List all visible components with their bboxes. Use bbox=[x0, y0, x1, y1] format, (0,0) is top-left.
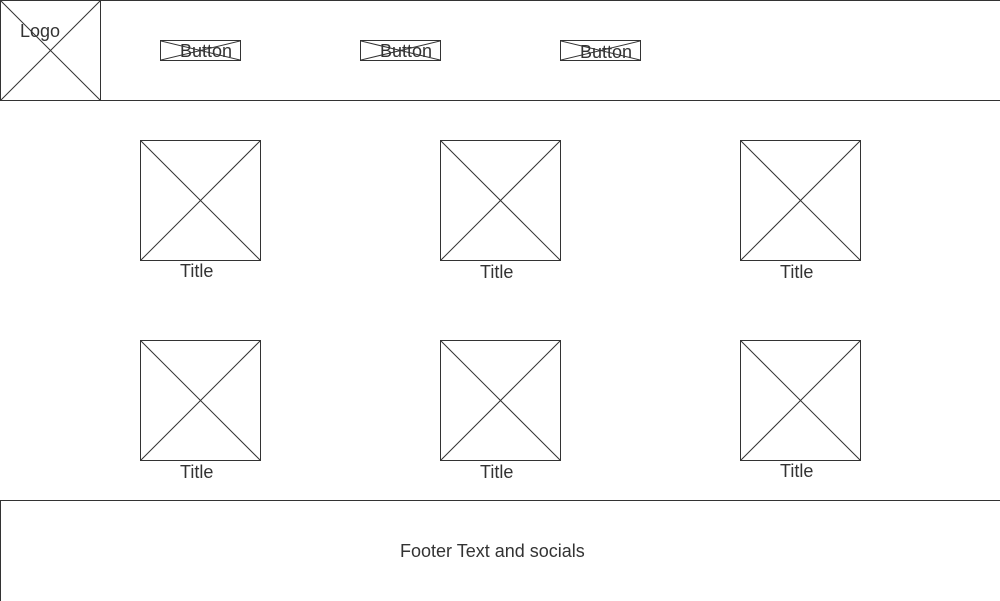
button-placeholder-icon bbox=[161, 41, 240, 60]
image-placeholder-icon bbox=[141, 141, 260, 260]
nav-button-1[interactable]: Button bbox=[160, 40, 241, 61]
nav-button-label: Button bbox=[380, 41, 433, 61]
header-bar bbox=[0, 0, 1000, 101]
nav-button-label: Button bbox=[180, 41, 233, 61]
button-placeholder-icon bbox=[561, 41, 640, 60]
nav-button-2[interactable]: Button bbox=[360, 40, 441, 61]
image-placeholder-icon bbox=[741, 141, 860, 260]
button-placeholder-icon bbox=[361, 41, 440, 60]
image-placeholder-icon bbox=[141, 341, 260, 460]
card-image-6[interactable] bbox=[740, 340, 861, 461]
footer-text: Footer Text and socials bbox=[400, 541, 585, 561]
image-placeholder-icon bbox=[441, 341, 560, 460]
card-title-5: Title bbox=[480, 462, 514, 482]
card-image-5[interactable] bbox=[440, 340, 561, 461]
card-image-4[interactable] bbox=[140, 340, 261, 461]
card-title-4: Title bbox=[180, 462, 214, 482]
image-placeholder-icon bbox=[741, 341, 860, 460]
card-image-3[interactable] bbox=[740, 140, 861, 261]
logo-label: Logo bbox=[20, 21, 61, 41]
nav-button-3[interactable]: Button bbox=[560, 40, 641, 62]
card-title-3: Title bbox=[780, 262, 814, 282]
footer-bar bbox=[0, 500, 1000, 601]
card-image-1[interactable] bbox=[140, 140, 261, 261]
card-title-1: Title bbox=[180, 261, 214, 281]
card-image-2[interactable] bbox=[440, 140, 561, 261]
nav-button-label: Button bbox=[580, 42, 633, 62]
image-placeholder-icon bbox=[1, 1, 100, 100]
card-title-6: Title bbox=[780, 461, 814, 481]
logo-placeholder[interactable] bbox=[0, 0, 101, 101]
card-title-2: Title bbox=[480, 262, 514, 282]
image-placeholder-icon bbox=[441, 141, 560, 260]
